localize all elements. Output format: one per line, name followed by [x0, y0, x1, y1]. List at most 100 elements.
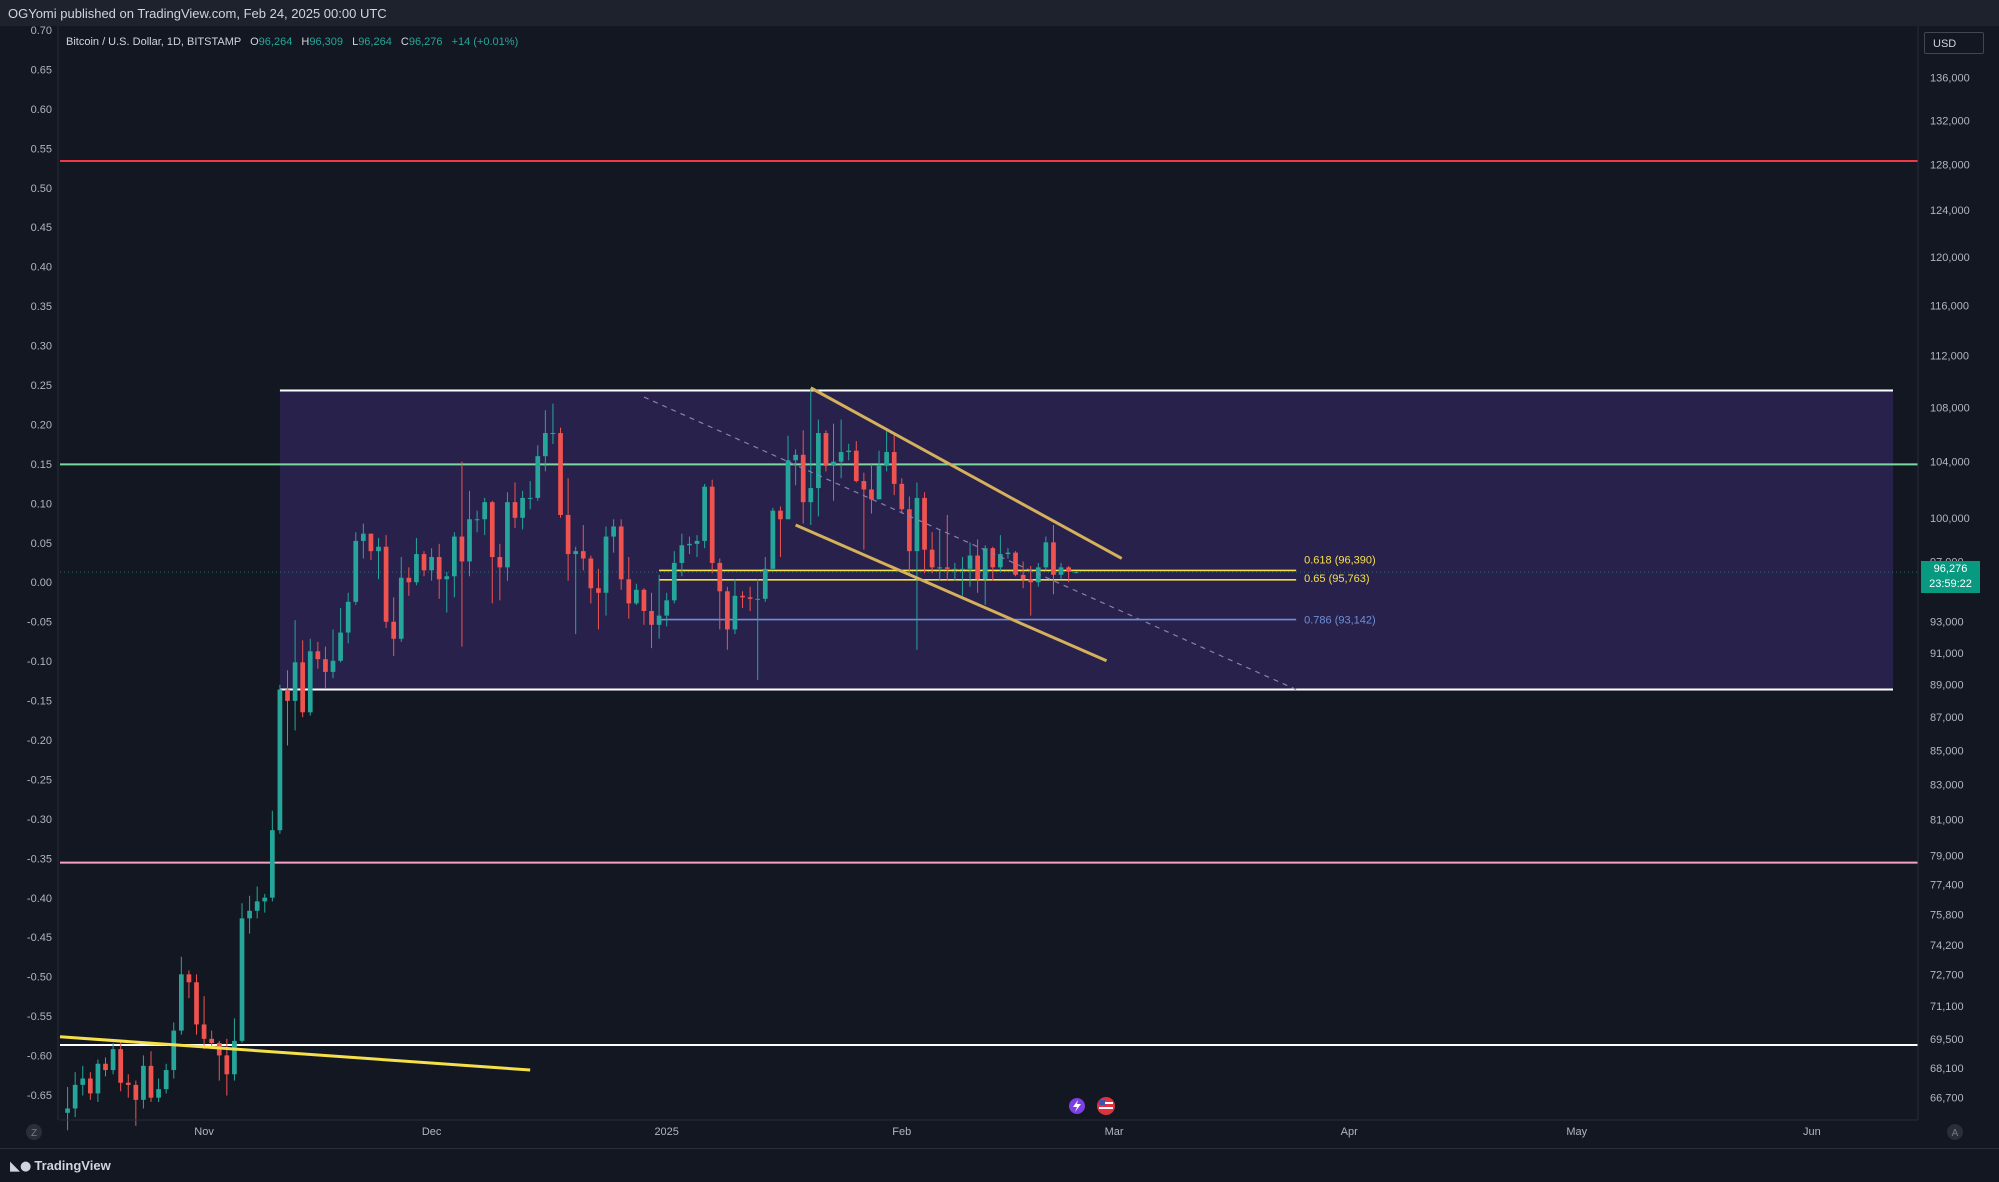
- auto-scale-button[interactable]: [1947, 1124, 1963, 1140]
- left-axis-tick-label: -0.25: [27, 774, 52, 786]
- candle: [178, 956, 184, 1035]
- right-axis-tick-label: 69,500: [1930, 1034, 1964, 1046]
- fib-level-label: 0.786 (93,142): [1304, 615, 1376, 627]
- candle-body: [656, 615, 662, 625]
- candle: [656, 574, 662, 639]
- left-axis-tick-label: 0.35: [31, 301, 52, 313]
- zoom-reset-button[interactable]: [26, 1124, 42, 1140]
- us-flag-stripe: [1099, 1102, 1113, 1104]
- tradingview-logo[interactable]: ◣● TradingView: [10, 1158, 111, 1174]
- event-icons[interactable]: [1069, 1097, 1115, 1115]
- candle-body: [95, 1063, 101, 1094]
- right-axis-tick-label: 100,000: [1930, 513, 1970, 525]
- candle: [1005, 548, 1011, 559]
- candle: [876, 450, 882, 500]
- candle: [171, 1022, 177, 1079]
- last-price-tag: 96,276 23:59:22: [1921, 561, 1980, 593]
- candle: [482, 497, 488, 536]
- candle: [269, 810, 275, 902]
- candle-body: [520, 497, 525, 518]
- candle: [467, 490, 472, 577]
- candle: [141, 1055, 146, 1109]
- candle: [550, 403, 556, 444]
- candle: [383, 535, 389, 628]
- candle-body: [747, 597, 753, 599]
- candle-body: [603, 536, 609, 593]
- candle: [421, 551, 427, 577]
- candle: [800, 430, 806, 524]
- candle-body: [618, 526, 624, 580]
- candle: [398, 557, 404, 642]
- candle: [694, 535, 700, 558]
- currency-button[interactable]: USD: [1924, 32, 1984, 54]
- right-axis-tick-label: 124,000: [1930, 205, 1970, 217]
- candle: [239, 903, 245, 1043]
- horizontal-lines-layer: [60, 160, 1918, 1046]
- candle-body: [846, 450, 852, 453]
- candle: [110, 1042, 116, 1075]
- candle: [937, 529, 943, 581]
- candle-body: [368, 533, 374, 552]
- candle: [520, 490, 525, 530]
- candle: [785, 435, 791, 520]
- left-axis-tick-label: 0.05: [31, 538, 52, 550]
- candle: [725, 586, 730, 650]
- candle-body: [285, 689, 290, 701]
- candle-body: [664, 600, 670, 616]
- candle: [376, 538, 381, 580]
- candle: [755, 579, 761, 680]
- candle: [588, 555, 594, 604]
- candle-body: [907, 509, 912, 552]
- left-axis-tick-label: 0.30: [31, 341, 52, 353]
- left-axis-tick-label: -0.60: [27, 1051, 52, 1063]
- candle: [452, 532, 457, 598]
- left-axis-tick-label: -0.40: [27, 893, 52, 905]
- candle: [201, 996, 207, 1050]
- left-axis-tick-label: 0.65: [31, 64, 52, 76]
- time-axis-tick-label: 2025: [654, 1126, 678, 1138]
- candle-body: [679, 545, 685, 563]
- bar-countdown: 23:59:22: [1929, 578, 1972, 590]
- candle-body: [467, 519, 472, 562]
- candle: [292, 620, 298, 731]
- candle-body: [717, 562, 723, 592]
- candle-body: [300, 662, 306, 713]
- candle-body: [922, 497, 927, 550]
- candle-body: [1035, 567, 1041, 583]
- candle: [816, 419, 821, 517]
- time-axis[interactable]: Nov Dec 2025 Feb Mar Apr May Jun: [60, 1119, 1918, 1138]
- candle: [1013, 551, 1018, 577]
- candle: [459, 461, 465, 647]
- left-axis-tick-label: 0.55: [31, 143, 52, 155]
- trend-line: [795, 523, 1108, 663]
- right-axis-tick-label: 136,000: [1930, 73, 1970, 85]
- tradingview-logo-icon: ◣●: [10, 1159, 32, 1174]
- candle: [944, 514, 950, 581]
- right-axis-tick-label: 89,000: [1930, 680, 1964, 692]
- candle: [527, 481, 533, 510]
- candle: [611, 519, 616, 553]
- candle-body: [360, 533, 366, 541]
- candle-body: [186, 974, 192, 983]
- candle: [497, 543, 503, 601]
- candle-body: [110, 1049, 116, 1071]
- left-axis-tick-label: -0.20: [27, 735, 52, 747]
- candle-body: [853, 450, 859, 482]
- candle: [489, 500, 495, 604]
- us-flag-icon[interactable]: [1097, 1097, 1115, 1115]
- left-axis-tick-label: -0.45: [27, 932, 52, 944]
- candle: [148, 1051, 154, 1102]
- candle-body: [990, 548, 996, 568]
- right-axis[interactable]: 136,000 132,000 128,000 124,000 120,000 116,0…: [1917, 26, 1970, 1120]
- corner-buttons[interactable]: Z A: [26, 1124, 1963, 1140]
- right-axis-tick-label: 66,700: [1930, 1093, 1964, 1105]
- candle-body: [573, 551, 579, 555]
- right-axis-tick-label: 83,000: [1930, 780, 1964, 792]
- time-axis-tick-label: Nov: [194, 1126, 214, 1138]
- candle-body: [277, 689, 283, 831]
- price-chart[interactable]: 0.618 (96,390) 0.65 (95,763) 0.786 (93,142…: [0, 26, 1999, 1148]
- candle: [793, 449, 798, 486]
- candle: [558, 427, 563, 518]
- left-axis-tick-label: 0.10: [31, 498, 52, 510]
- candle: [330, 629, 336, 679]
